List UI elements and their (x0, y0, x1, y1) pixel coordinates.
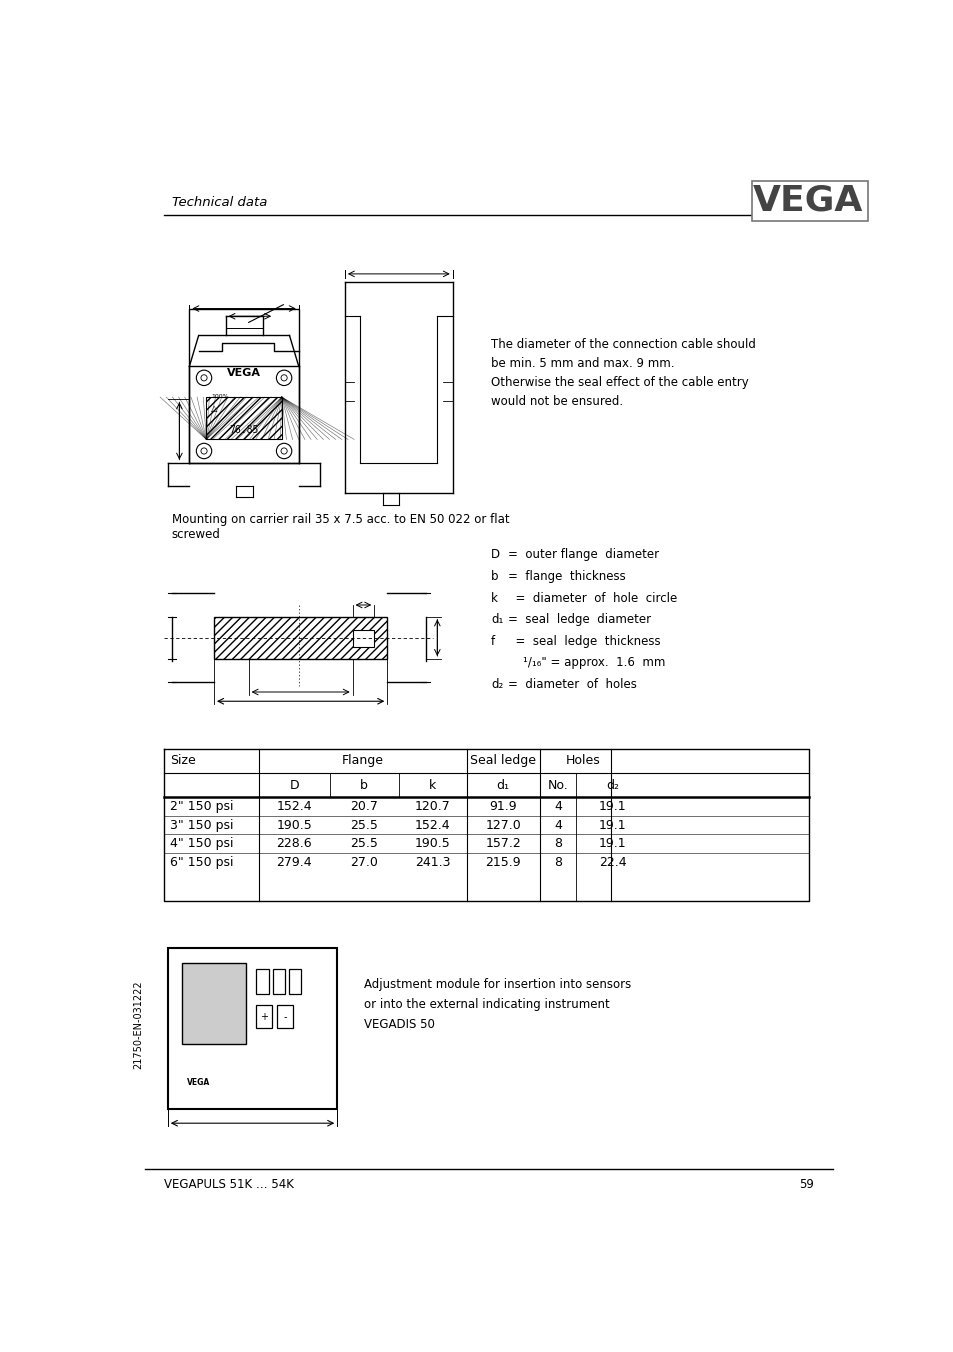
Text: 19.1: 19.1 (598, 800, 626, 814)
Text: 25.5: 25.5 (350, 819, 377, 831)
Text: Size: Size (170, 754, 195, 768)
Text: 3" 150 psi: 3" 150 psi (170, 819, 233, 831)
Text: 215.9: 215.9 (485, 856, 520, 869)
Text: Holes: Holes (565, 754, 599, 768)
Text: VEGA: VEGA (752, 184, 862, 218)
Text: =  diameter  of  hole  circle: = diameter of hole circle (508, 592, 677, 604)
Text: d₂: d₂ (491, 677, 503, 691)
Text: d₁: d₁ (491, 612, 503, 626)
Text: b: b (360, 779, 368, 792)
Text: k: k (491, 592, 497, 604)
Text: d₁: d₁ (497, 779, 509, 792)
Text: Technical data: Technical data (172, 196, 267, 208)
Bar (256, 969, 269, 994)
Text: f: f (491, 634, 495, 648)
Text: +: + (260, 1011, 268, 1022)
Text: VEGA: VEGA (227, 368, 261, 379)
Text: ¹/₁₆" = approx.  1.6  mm: ¹/₁₆" = approx. 1.6 mm (508, 656, 665, 669)
Text: 59: 59 (799, 1179, 813, 1191)
Text: 8: 8 (554, 837, 561, 850)
Text: 8: 8 (554, 856, 561, 869)
Text: D: D (289, 779, 298, 792)
Text: 22.4: 22.4 (598, 856, 626, 869)
Text: 190.5: 190.5 (276, 819, 312, 831)
Text: 228.6: 228.6 (276, 837, 312, 850)
Bar (273, 969, 285, 994)
Text: d₂: d₂ (605, 779, 618, 792)
Text: Seal ledge: Seal ledge (470, 754, 536, 768)
Text: =  outer flange  diameter: = outer flange diameter (508, 549, 659, 561)
Text: 157.2: 157.2 (485, 837, 520, 850)
Text: =  seal  ledge  diameter: = seal ledge diameter (508, 612, 651, 626)
Text: D: D (491, 549, 499, 561)
Text: 25.5: 25.5 (350, 837, 377, 850)
Text: 4: 4 (554, 800, 561, 814)
Bar (190, 308, 298, 462)
Text: 4: 4 (554, 819, 561, 831)
Text: VEGA: VEGA (752, 183, 862, 216)
Text: 20.7: 20.7 (350, 800, 377, 814)
Text: 120.7: 120.7 (415, 800, 450, 814)
Bar (256, 1006, 272, 1029)
Text: 19.1: 19.1 (598, 837, 626, 850)
Text: Adjustment module for insertion into sensors
or into the external indicating ins: Adjustment module for insertion into sen… (364, 979, 631, 1032)
Text: 152.4: 152.4 (276, 800, 312, 814)
Text: 6" 150 psi: 6" 150 psi (170, 856, 233, 869)
Text: 241.3: 241.3 (415, 856, 450, 869)
Bar (213, 617, 387, 658)
Text: 100%: 100% (211, 395, 229, 399)
Bar (206, 397, 281, 439)
Bar (277, 1006, 293, 1029)
Bar (206, 397, 281, 439)
Text: Mounting on carrier rail 35 x 7.5 acc. to EN 50 022 or flat
screwed: Mounting on carrier rail 35 x 7.5 acc. t… (172, 512, 509, 541)
Text: 190.5: 190.5 (415, 837, 450, 850)
Text: 27.0: 27.0 (350, 856, 377, 869)
Text: 19.1: 19.1 (598, 819, 626, 831)
Text: No.: No. (547, 779, 568, 792)
Text: 2" 150 psi: 2" 150 psi (170, 800, 233, 814)
Text: 4" 150 psi: 4" 150 psi (170, 837, 233, 850)
Text: 127.0: 127.0 (485, 819, 520, 831)
Text: 21750-EN-031222: 21750-EN-031222 (133, 980, 143, 1069)
Text: Flange: Flange (341, 754, 383, 768)
Text: VEGAPULS 51K … 54K: VEGAPULS 51K … 54K (164, 1179, 294, 1191)
Text: △: △ (211, 404, 217, 414)
Bar (353, 630, 374, 648)
Text: =  diameter  of  holes: = diameter of holes (508, 677, 637, 691)
Bar (181, 963, 246, 1044)
Text: The diameter of the connection cable should
be min. 5 mm and max. 9 mm.
Otherwis: The diameter of the connection cable sho… (491, 338, 756, 408)
Text: 152.4: 152.4 (415, 819, 450, 831)
Text: 279.4: 279.4 (276, 856, 312, 869)
Text: =  flange  thickness: = flange thickness (508, 571, 625, 583)
Text: b: b (491, 571, 498, 583)
Text: -: - (283, 1011, 286, 1022)
Text: 76.85: 76.85 (229, 425, 258, 435)
Bar (289, 969, 301, 994)
Text: =  seal  ledge  thickness: = seal ledge thickness (508, 634, 660, 648)
Text: VEGA: VEGA (187, 1078, 210, 1087)
Text: k: k (429, 779, 436, 792)
Text: 91.9: 91.9 (489, 800, 517, 814)
Bar (168, 948, 336, 1110)
Text: VEGA: VEGA (754, 184, 864, 218)
